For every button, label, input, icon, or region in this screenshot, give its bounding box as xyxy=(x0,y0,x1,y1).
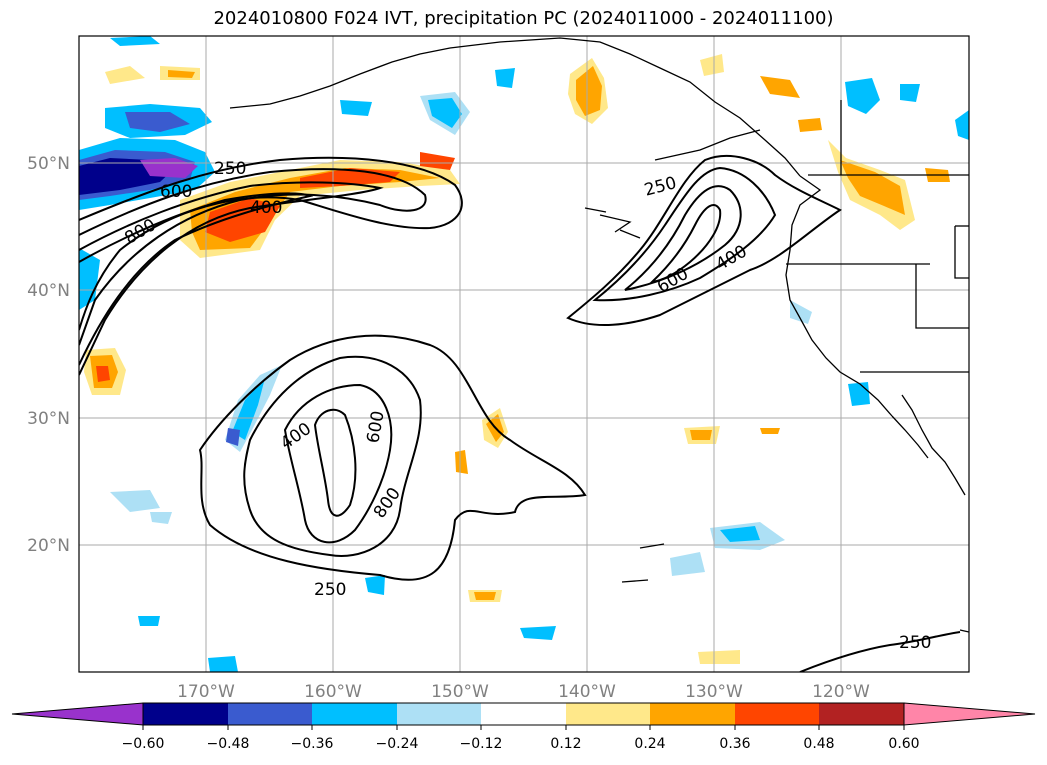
colorbar-tick-label: −0.60 xyxy=(122,736,165,752)
lat-label-40n: 40°N xyxy=(27,281,70,301)
longitude-labels: 170°W 160°W 150°W 140°W 130°W 120°W xyxy=(177,682,870,702)
colorbar-tick-label: −0.48 xyxy=(207,736,250,752)
coastlines xyxy=(229,37,969,633)
colorbar-tick-label: 0.12 xyxy=(550,736,581,752)
colorbar-tick-label: −0.12 xyxy=(460,736,503,752)
colorbar-extend-low xyxy=(11,702,144,726)
lat-label-20n: 20°N xyxy=(27,536,70,556)
colorbar-extend-high xyxy=(903,702,1036,726)
lon-label-150w: 150°W xyxy=(431,682,489,702)
colorbar-segment xyxy=(735,703,819,725)
contour-label: 250 xyxy=(314,580,346,600)
colorbar-tick-label: 0.60 xyxy=(888,736,919,752)
lon-label-160w: 160°W xyxy=(304,682,362,702)
colorbar-segment xyxy=(566,703,650,725)
contour-label: 400 xyxy=(250,198,282,218)
lon-label-170w: 170°W xyxy=(177,682,235,702)
colorbar: −0.60 −0.48 −0.36 −0.24 −0.12 0.12 0.24 … xyxy=(11,702,1036,752)
map-title: 2024010800 F024 IVT, precipitation PC (2… xyxy=(213,8,834,29)
map-frame xyxy=(78,35,970,673)
precip-anomaly-fields xyxy=(79,36,969,672)
colorbar-segment xyxy=(650,703,735,725)
latitude-labels: 50°N 40°N 30°N 20°N xyxy=(27,154,70,556)
colorbar-segment xyxy=(481,703,566,725)
colorbar-tick-label: 0.24 xyxy=(634,736,665,752)
colorbar-segment xyxy=(228,703,312,725)
lat-label-50n: 50°N xyxy=(27,154,70,174)
lon-label-130w: 130°W xyxy=(685,682,743,702)
contour-label: 250 xyxy=(214,159,246,179)
graticule xyxy=(79,36,969,672)
lon-label-120w: 120°W xyxy=(812,682,870,702)
contour-label: 250 xyxy=(899,633,931,653)
contour-label: 600 xyxy=(160,182,192,202)
colorbar-tick-label: 0.36 xyxy=(719,736,750,752)
lat-label-30n: 30°N xyxy=(27,409,70,429)
colorbar-segment xyxy=(143,703,228,725)
colorbar-tick-label: −0.36 xyxy=(291,736,334,752)
ivt-contours xyxy=(79,155,961,672)
map-area xyxy=(79,36,969,672)
colorbar-segment xyxy=(312,703,397,725)
colorbar-segment xyxy=(819,703,904,725)
colorbar-tick-label: 0.48 xyxy=(803,736,834,752)
lon-label-140w: 140°W xyxy=(558,682,616,702)
colorbar-segment xyxy=(397,703,481,725)
colorbar-tick-label: −0.24 xyxy=(376,736,419,752)
